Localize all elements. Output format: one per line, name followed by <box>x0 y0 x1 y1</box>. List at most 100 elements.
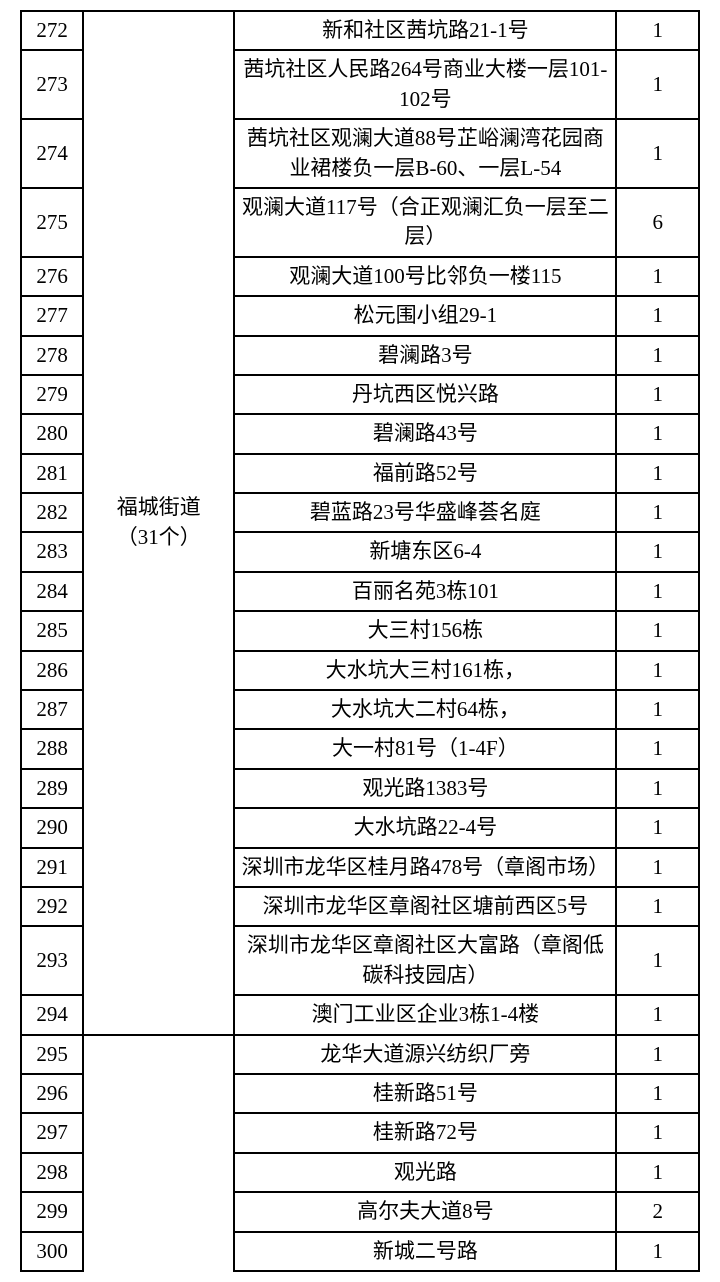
address-cell: 观光路 <box>234 1153 616 1192</box>
address-cell: 澳门工业区企业3栋1-4楼 <box>234 995 616 1034</box>
row-index: 278 <box>21 336 83 375</box>
row-index: 290 <box>21 808 83 847</box>
district-label-empty <box>83 1113 234 1152</box>
address-cell: 深圳市龙华区章阁社区塘前西区5号 <box>234 887 616 926</box>
row-index: 292 <box>21 887 83 926</box>
address-cell: 丹坑西区悦兴路 <box>234 375 616 414</box>
table-row: 298 观光路1 <box>21 1153 699 1192</box>
address-cell: 深圳市龙华区桂月路478号（章阁市场） <box>234 848 616 887</box>
count-cell: 1 <box>616 1232 699 1271</box>
address-cell: 桂新路51号 <box>234 1074 616 1113</box>
count-cell: 1 <box>616 375 699 414</box>
table-row: 300 新城二号路1 <box>21 1232 699 1271</box>
count-cell: 1 <box>616 729 699 768</box>
row-index: 276 <box>21 257 83 296</box>
address-cell: 大水坑大三村161栋， <box>234 651 616 690</box>
district-label: 福城街道 （31个） <box>83 11 234 1035</box>
table-container: 272福城街道 （31个）新和社区茜坑路21-1号1273茜坑社区人民路264号… <box>0 0 720 1282</box>
address-cell: 百丽名苑3栋101 <box>234 572 616 611</box>
address-cell: 新城二号路 <box>234 1232 616 1271</box>
row-index: 297 <box>21 1113 83 1152</box>
address-cell: 观澜大道100号比邻负一楼115 <box>234 257 616 296</box>
count-cell: 1 <box>616 257 699 296</box>
address-cell: 碧澜路43号 <box>234 414 616 453</box>
address-cell: 大一村81号（1-4F） <box>234 729 616 768</box>
address-cell: 高尔夫大道8号 <box>234 1192 616 1231</box>
address-cell: 碧澜路3号 <box>234 336 616 375</box>
row-index: 295 <box>21 1035 83 1074</box>
row-index: 288 <box>21 729 83 768</box>
row-index: 282 <box>21 493 83 532</box>
row-index: 283 <box>21 532 83 571</box>
address-cell: 大三村156栋 <box>234 611 616 650</box>
address-cell: 观澜大道117号（合正观澜汇负一层至二层） <box>234 188 616 257</box>
count-cell: 1 <box>616 11 699 50</box>
row-index: 277 <box>21 296 83 335</box>
table-row: 295龙华大道源兴纺织厂旁1 <box>21 1035 699 1074</box>
count-cell: 1 <box>616 995 699 1034</box>
count-cell: 1 <box>616 493 699 532</box>
district-label-empty <box>83 1035 234 1074</box>
table-row: 296 桂新路51号1 <box>21 1074 699 1113</box>
count-cell: 1 <box>616 454 699 493</box>
address-cell: 茜坑社区观澜大道88号芷峪澜湾花园商业裙楼负一层B-60、一层L-54 <box>234 119 616 188</box>
address-cell: 观光路1383号 <box>234 769 616 808</box>
count-cell: 1 <box>616 926 699 995</box>
row-index: 281 <box>21 454 83 493</box>
count-cell: 1 <box>616 336 699 375</box>
count-cell: 1 <box>616 848 699 887</box>
count-cell: 1 <box>616 1153 699 1192</box>
district-label-empty <box>83 1074 234 1113</box>
address-cell: 大水坑大二村64栋， <box>234 690 616 729</box>
count-cell: 1 <box>616 1074 699 1113</box>
row-index: 289 <box>21 769 83 808</box>
address-cell: 碧蓝路23号华盛峰荟名庭 <box>234 493 616 532</box>
count-cell: 1 <box>616 414 699 453</box>
row-index: 275 <box>21 188 83 257</box>
row-index: 274 <box>21 119 83 188</box>
address-cell: 松元围小组29-1 <box>234 296 616 335</box>
district-label-empty <box>83 1232 234 1271</box>
count-cell: 1 <box>616 651 699 690</box>
address-table: 272福城街道 （31个）新和社区茜坑路21-1号1273茜坑社区人民路264号… <box>20 10 700 1272</box>
district-label-empty <box>83 1153 234 1192</box>
count-cell: 1 <box>616 296 699 335</box>
row-index: 296 <box>21 1074 83 1113</box>
row-index: 285 <box>21 611 83 650</box>
address-cell: 大水坑路22-4号 <box>234 808 616 847</box>
address-cell: 茜坑社区人民路264号商业大楼一层101-102号 <box>234 50 616 119</box>
row-index: 280 <box>21 414 83 453</box>
count-cell: 6 <box>616 188 699 257</box>
address-cell: 新塘东区6-4 <box>234 532 616 571</box>
table-row: 272福城街道 （31个）新和社区茜坑路21-1号1 <box>21 11 699 50</box>
count-cell: 1 <box>616 532 699 571</box>
count-cell: 2 <box>616 1192 699 1231</box>
row-index: 284 <box>21 572 83 611</box>
address-cell: 桂新路72号 <box>234 1113 616 1152</box>
count-cell: 1 <box>616 611 699 650</box>
row-index: 298 <box>21 1153 83 1192</box>
row-index: 287 <box>21 690 83 729</box>
row-index: 286 <box>21 651 83 690</box>
address-cell: 福前路52号 <box>234 454 616 493</box>
row-index: 299 <box>21 1192 83 1231</box>
row-index: 294 <box>21 995 83 1034</box>
table-row: 299 高尔夫大道8号2 <box>21 1192 699 1231</box>
row-index: 300 <box>21 1232 83 1271</box>
address-cell: 新和社区茜坑路21-1号 <box>234 11 616 50</box>
count-cell: 1 <box>616 690 699 729</box>
count-cell: 1 <box>616 887 699 926</box>
row-index: 272 <box>21 11 83 50</box>
row-index: 273 <box>21 50 83 119</box>
address-cell: 深圳市龙华区章阁社区大富路（章阁低碳科技园店） <box>234 926 616 995</box>
count-cell: 1 <box>616 119 699 188</box>
count-cell: 1 <box>616 769 699 808</box>
row-index: 279 <box>21 375 83 414</box>
row-index: 291 <box>21 848 83 887</box>
count-cell: 1 <box>616 808 699 847</box>
count-cell: 1 <box>616 50 699 119</box>
count-cell: 1 <box>616 1035 699 1074</box>
table-row: 297 桂新路72号1 <box>21 1113 699 1152</box>
count-cell: 1 <box>616 572 699 611</box>
count-cell: 1 <box>616 1113 699 1152</box>
